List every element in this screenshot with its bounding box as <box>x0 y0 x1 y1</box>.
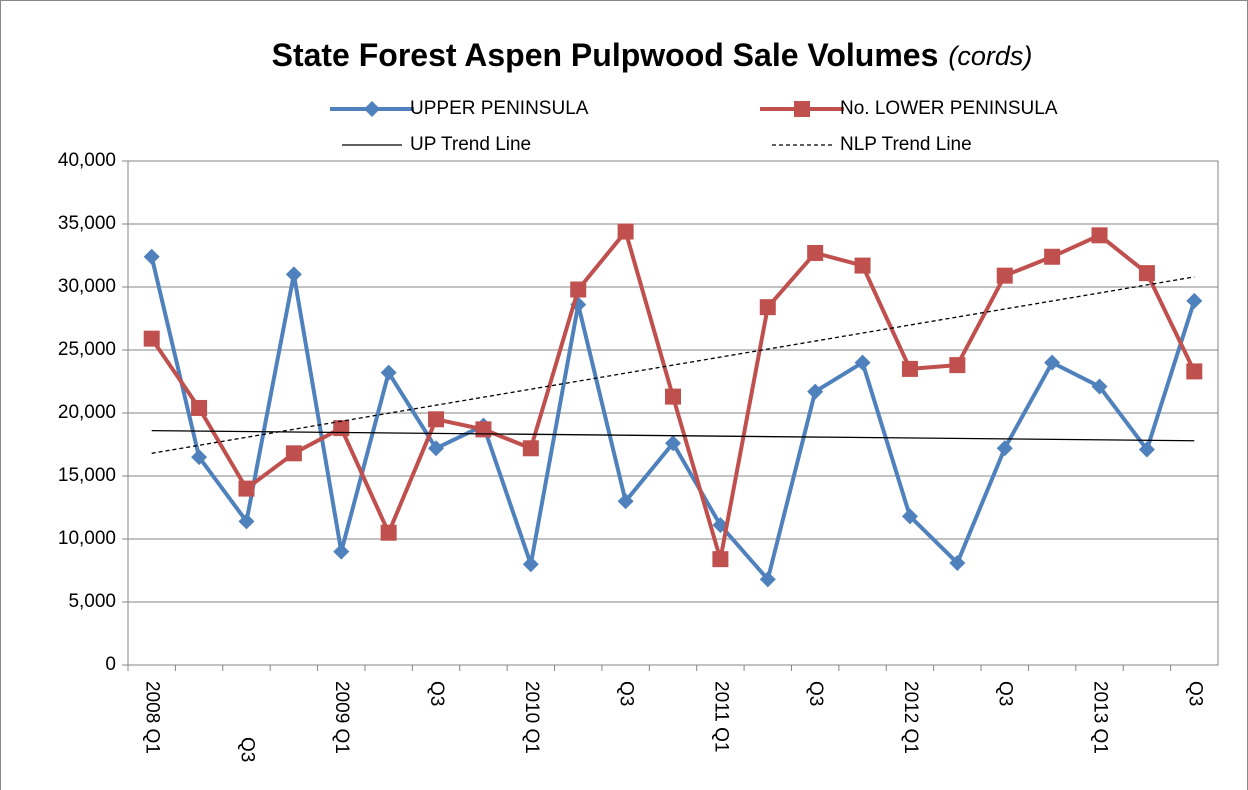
marker <box>380 364 397 381</box>
marker <box>996 440 1013 457</box>
y-tick-label: 15,000 <box>58 465 116 486</box>
x-tick-label: Q3 <box>1184 681 1205 706</box>
x-tick-label: Q3 <box>805 681 826 706</box>
marker <box>1186 363 1203 380</box>
marker <box>1044 354 1061 371</box>
y-tick-label: 30,000 <box>58 276 116 297</box>
legend-label: UP Trend Line <box>410 134 531 155</box>
marker <box>238 513 255 530</box>
marker <box>475 421 492 438</box>
x-tick-label: Q3 <box>426 681 447 706</box>
marker <box>901 360 918 377</box>
marker <box>285 445 302 462</box>
y-tick-label: 20,000 <box>58 402 116 423</box>
legend-marker <box>364 101 380 117</box>
marker <box>1091 227 1108 244</box>
x-tick-label: 2011 Q1 <box>710 681 731 752</box>
marker <box>333 420 350 437</box>
marker <box>617 493 634 510</box>
marker <box>143 330 160 347</box>
marker <box>238 480 255 497</box>
marker <box>759 299 776 316</box>
y-tick-label: 35,000 <box>58 213 116 234</box>
x-tick-label: 2009 Q1 <box>331 681 352 754</box>
legend-marker <box>794 101 810 117</box>
x-tick-label: 2013 Q1 <box>1090 681 1111 754</box>
marker <box>712 551 729 568</box>
trend-line <box>151 276 1195 454</box>
marker <box>570 281 587 298</box>
y-tick-label: 40,000 <box>58 150 116 171</box>
marker <box>665 388 681 405</box>
marker <box>522 440 539 457</box>
marker <box>1138 441 1155 458</box>
marker <box>1044 248 1061 265</box>
marker <box>1186 292 1203 309</box>
marker <box>665 435 681 452</box>
x-tick-label: Q3 <box>236 737 257 762</box>
marker <box>949 357 966 374</box>
marker <box>143 248 160 265</box>
y-tick-label: 5,000 <box>68 591 116 612</box>
y-tick-label: 25,000 <box>58 339 116 360</box>
y-tick-label: 0 <box>105 654 116 675</box>
x-tick-label: 2008 Q1 <box>142 681 163 754</box>
marker <box>854 257 871 274</box>
legend-label: UPPER PENINSULA <box>410 98 589 119</box>
marker <box>285 266 302 283</box>
marker <box>191 449 208 466</box>
chart-title: State Forest Aspen Pulpwood Sale Volumes… <box>272 37 1033 73</box>
legend-label: NLP Trend Line <box>840 134 972 155</box>
x-tick-label: 2012 Q1 <box>900 681 921 754</box>
legend-label: No. LOWER PENINSULA <box>840 98 1058 119</box>
marker <box>807 383 824 400</box>
x-tick-label: Q3 <box>995 681 1016 706</box>
plot-border <box>127 160 1219 666</box>
marker <box>901 508 918 525</box>
y-tick-label: 10,000 <box>58 528 116 549</box>
x-tick-label: 2010 Q1 <box>521 681 542 754</box>
marker <box>1138 265 1155 282</box>
title-note: (cords) <box>948 41 1032 71</box>
marker <box>807 244 824 261</box>
marker <box>617 223 634 240</box>
marker <box>191 399 208 416</box>
marker <box>949 554 966 571</box>
marker <box>854 354 871 371</box>
marker <box>1091 378 1108 395</box>
marker <box>428 440 445 457</box>
marker <box>333 543 350 560</box>
marker <box>759 571 776 588</box>
marker <box>428 411 445 428</box>
marker <box>996 267 1013 284</box>
trend-line <box>151 429 1195 442</box>
marker <box>380 524 397 541</box>
x-tick-label: Q3 <box>616 681 637 706</box>
marker <box>522 556 539 573</box>
title-main: State Forest Aspen Pulpwood Sale Volumes <box>272 37 939 73</box>
